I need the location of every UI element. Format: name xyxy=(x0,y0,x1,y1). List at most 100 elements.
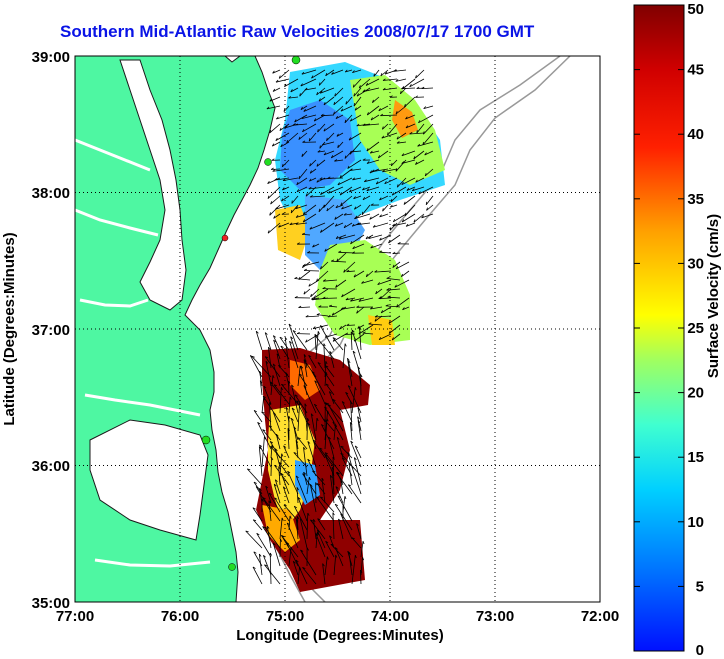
velocity-vector xyxy=(382,78,398,81)
velocity-vector xyxy=(269,123,281,134)
velocity-vector-head xyxy=(409,131,413,135)
velocity-vector xyxy=(345,96,353,105)
velocity-vector-head xyxy=(413,156,416,160)
velocity-vector-head xyxy=(280,143,283,148)
velocity-vector xyxy=(337,177,353,186)
velocity-vector-head xyxy=(265,360,269,364)
velocity-vector xyxy=(353,270,365,278)
station-marker xyxy=(228,563,236,571)
velocity-vector-head xyxy=(360,569,363,573)
velocity-vector-head xyxy=(357,366,361,370)
velocity-vector xyxy=(259,444,272,468)
velocity-vector-head xyxy=(303,471,306,475)
velocity-vector-head xyxy=(396,184,399,188)
velocity-vector-head xyxy=(336,437,340,440)
velocity-vector-head xyxy=(351,223,355,227)
velocity-vector xyxy=(360,541,364,558)
velocity-vector-head xyxy=(374,318,377,322)
velocity-vector-head xyxy=(386,288,390,291)
y-tick-label: 39:00 xyxy=(32,49,70,66)
velocity-vector-head xyxy=(334,223,338,227)
velocity-vector-head xyxy=(271,158,275,161)
velocity-vector xyxy=(421,87,434,89)
velocity-vector-head xyxy=(266,106,270,110)
velocity-vector-head xyxy=(301,71,305,75)
velocity-vector xyxy=(282,186,290,191)
velocity-vector xyxy=(397,177,407,188)
velocity-vector-head xyxy=(308,186,312,190)
velocity-vector-head xyxy=(296,487,299,491)
velocity-vector-head xyxy=(290,89,293,93)
velocity-vector-head xyxy=(312,470,316,473)
velocity-vector xyxy=(262,429,272,441)
velocity-vector xyxy=(365,234,374,240)
velocity-vector-head xyxy=(287,428,290,432)
velocity-vector xyxy=(413,150,425,160)
velocity-vector-head xyxy=(378,296,382,299)
velocity-vector-head xyxy=(253,410,257,413)
velocity-vector-head xyxy=(365,236,368,240)
velocity-vector-head xyxy=(317,149,321,153)
velocity-vector xyxy=(295,559,308,585)
velocity-vector-head xyxy=(281,453,284,457)
velocity-vector-head xyxy=(282,178,286,181)
velocity-vector-head xyxy=(336,472,340,475)
velocity-vector-head xyxy=(267,195,270,199)
velocity-vector xyxy=(380,114,398,117)
velocity-vector-head xyxy=(270,167,274,170)
delaware-bay xyxy=(224,56,241,63)
velocity-vector xyxy=(245,530,263,549)
velocity-vector-head xyxy=(390,198,393,202)
velocity-vector xyxy=(304,87,317,91)
velocity-vector xyxy=(274,479,281,495)
velocity-vector xyxy=(294,278,311,281)
velocity-vector xyxy=(303,359,317,378)
velocity-vector xyxy=(418,114,434,124)
velocity-vector-head xyxy=(303,291,306,295)
velocity-vector-head xyxy=(351,251,355,254)
velocity-vector xyxy=(362,332,374,335)
velocity-vector-head xyxy=(319,90,323,94)
velocity-vector xyxy=(346,270,356,273)
velocity-vector xyxy=(393,213,407,223)
velocity-vector-head xyxy=(300,83,303,87)
velocity-vector xyxy=(295,213,308,218)
velocity-vector-head xyxy=(344,155,347,159)
velocity-vector-head xyxy=(316,417,319,421)
velocity-vector-head xyxy=(267,180,270,184)
velocity-vector xyxy=(379,251,392,254)
velocity-vector-head xyxy=(261,498,264,502)
velocity-vector xyxy=(370,306,383,310)
velocity-vector-head xyxy=(329,351,333,354)
velocity-vector xyxy=(311,69,326,79)
velocity-vector xyxy=(326,132,335,142)
velocity-vector-head xyxy=(309,170,312,174)
velocity-vector-head xyxy=(416,130,418,134)
velocity-vector-head xyxy=(362,158,366,161)
station-marker xyxy=(264,158,272,166)
velocity-vector-head xyxy=(314,334,318,337)
velocity-vector xyxy=(382,168,398,173)
velocity-vector-head xyxy=(318,305,322,308)
velocity-vector-head xyxy=(321,477,324,481)
velocity-vector-head xyxy=(271,457,274,461)
velocity-vector-head xyxy=(328,404,332,407)
velocity-vector xyxy=(307,441,317,468)
velocity-vector xyxy=(264,332,272,351)
velocity-vector xyxy=(297,365,301,387)
velocity-vector-head xyxy=(417,143,421,147)
velocity-vector-head xyxy=(270,201,273,205)
velocity-vector-head xyxy=(351,466,355,469)
velocity-vector-head xyxy=(294,119,297,123)
velocity-vector xyxy=(347,159,362,169)
velocity-vector-head xyxy=(270,446,274,448)
velocity-vector-head xyxy=(293,561,296,564)
velocity-vector-head xyxy=(303,385,307,388)
velocity-vector-head xyxy=(380,113,384,117)
velocity-vector-head xyxy=(339,175,342,179)
velocity-vector-head xyxy=(309,484,313,487)
velocity-vector-head xyxy=(401,86,405,90)
velocity-vector-head xyxy=(263,554,266,558)
velocity-vector-head xyxy=(356,523,359,526)
velocity-vector xyxy=(331,467,335,495)
